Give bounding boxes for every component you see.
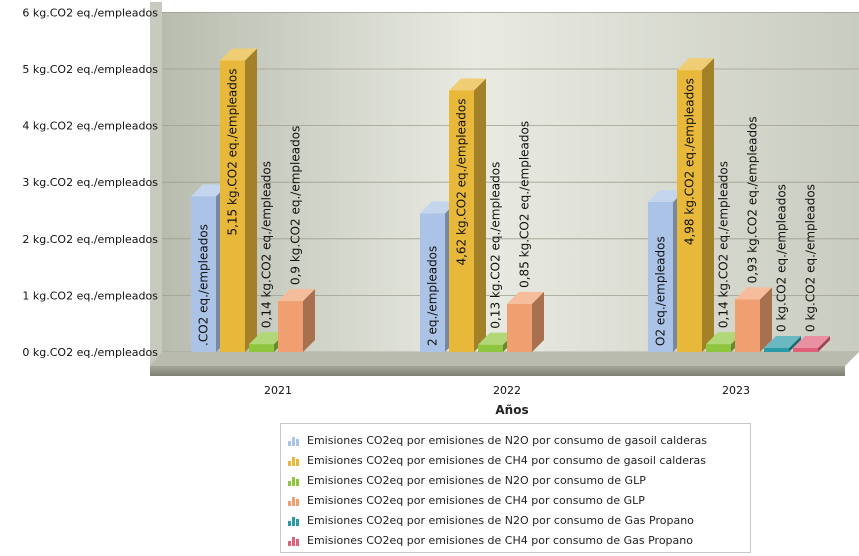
- legend-label: Emisiones CO2eq por emisiones de CH4 por…: [307, 453, 706, 467]
- bar: [793, 336, 830, 352]
- data-label: O2 eq./empleados: [654, 236, 668, 346]
- bar-top: [764, 336, 801, 348]
- bar-front: [764, 348, 789, 352]
- bar-top: [735, 287, 772, 300]
- data-label: 0,13 kg.CO2 eq./empleados: [489, 162, 503, 329]
- bar-front: [191, 196, 216, 352]
- bar-top: [220, 48, 257, 61]
- bar-top: [249, 332, 286, 345]
- legend-swatch-icon: [287, 494, 301, 506]
- legend-swatch-icon: [287, 534, 301, 546]
- bar-top: [706, 332, 743, 345]
- y-tick-label: 0 kg.CO2 eq./empleados: [22, 346, 158, 359]
- bar: [220, 48, 257, 352]
- bar-top: [449, 78, 486, 91]
- x-axis-title: Años: [495, 403, 528, 417]
- legend-item: Emisiones CO2eq por emisiones de N2O por…: [287, 470, 750, 490]
- legend-label: Emisiones CO2eq por emisiones de N2O por…: [307, 513, 694, 527]
- bar-side: [789, 336, 801, 352]
- legend-swatch-icon: [287, 474, 301, 486]
- bar-front: [648, 202, 673, 352]
- x-tick-label: 2022: [493, 384, 521, 397]
- y-tick-label: 5 kg.CO2 eq./empleados: [22, 63, 158, 76]
- legend-item: Emisiones CO2eq por emisiones de N2O por…: [287, 510, 750, 530]
- y-tick-label: 6 kg.CO2 eq./empleados: [22, 6, 158, 19]
- data-labels: .CO2 eq./empleados 2 eq./empleados O2 eq./…: [197, 69, 818, 346]
- legend-label: Emisiones CO2eq por emisiones de CH4 por…: [307, 493, 645, 507]
- side-wall: [150, 2, 162, 368]
- legend-item: Emisiones CO2eq por emisiones de CH4 por…: [287, 490, 750, 510]
- legend-item: Emisiones CO2eq por emisiones de CH4 por…: [287, 450, 750, 470]
- data-label: 4,98 kg.CO2 eq./empleados: [683, 78, 697, 245]
- data-label: 0,9 kg.CO2 eq./empleados: [289, 126, 303, 285]
- legend-label: Emisiones CO2eq por emisiones de CH4 por…: [307, 533, 693, 547]
- bar-top: [478, 332, 515, 345]
- x-axis: 2021 2022 2023: [264, 384, 750, 397]
- bar-side: [245, 48, 257, 352]
- legend-label: Emisiones CO2eq por emisiones de N2O por…: [307, 473, 646, 487]
- bars: [191, 48, 830, 353]
- chart-floor: [150, 352, 859, 376]
- bar-side: [532, 291, 544, 352]
- y-tick-label: 4 kg.CO2 eq./empleados: [22, 120, 158, 133]
- bar-top: [648, 190, 685, 203]
- legend: Emisiones CO2eq por emisiones de N2O por…: [280, 423, 751, 553]
- bar-front: [706, 344, 731, 352]
- data-label: 0,93 kg.CO2 eq./empleados: [746, 116, 760, 283]
- bar-top: [278, 289, 315, 302]
- bar: [764, 336, 801, 352]
- bar-front: [220, 60, 245, 352]
- bar-top: [677, 58, 714, 71]
- x-tick-label: 2021: [264, 384, 292, 397]
- bar-side: [760, 287, 772, 352]
- bar-top: [793, 336, 830, 348]
- floor-top: [150, 352, 859, 366]
- bar-side: [702, 58, 714, 353]
- y-tick-label: 3 kg.CO2 eq./empleados: [22, 176, 158, 189]
- bar-side: [818, 336, 830, 352]
- legend-item: Emisiones CO2eq por emisiones de CH4 por…: [287, 530, 750, 550]
- data-label: 4,62 kg.CO2 eq./empleados: [455, 99, 469, 266]
- bar-front: [249, 344, 274, 352]
- data-label: 0 kg.CO2 eq./empleados: [804, 184, 818, 332]
- bar-front: [278, 301, 303, 352]
- data-label: 0,14 kg.CO2 eq./empleados: [717, 161, 731, 328]
- bar: [735, 287, 772, 352]
- bar-top: [191, 184, 228, 197]
- data-label: 0,14 kg.CO2 eq./empleados: [260, 161, 274, 328]
- data-label: 0,85 kg.CO2 eq./empleados: [518, 121, 532, 288]
- y-tick-label: 1 kg.CO2 eq./empleados: [22, 289, 158, 302]
- bar-front: [478, 344, 503, 352]
- data-label: 5,15 kg.CO2 eq./empleados: [226, 69, 240, 236]
- data-label: 2 eq./empleados: [426, 246, 440, 346]
- x-tick-label: 2023: [722, 384, 750, 397]
- data-label: 0 kg.CO2 eq./empleados: [775, 184, 789, 332]
- bar-front: [677, 70, 702, 353]
- bar-front: [507, 303, 532, 352]
- legend-swatch-icon: [287, 514, 301, 526]
- data-label: .CO2 eq./empleados: [197, 224, 211, 346]
- legend-label: Emisiones CO2eq por emisiones de N2O por…: [307, 433, 707, 447]
- bar-front: [793, 348, 818, 352]
- floor-front: [150, 366, 845, 376]
- bar-top: [507, 291, 544, 304]
- bar: [449, 78, 486, 353]
- bar: [677, 58, 714, 353]
- bar-top: [420, 201, 457, 214]
- bar-side: [303, 289, 315, 352]
- y-tick-label: 2 kg.CO2 eq./empleados: [22, 233, 158, 246]
- bar: [278, 289, 315, 352]
- y-axis: 0 kg.CO2 eq./empleados 1 kg.CO2 eq./emple…: [22, 6, 158, 359]
- bar-side: [474, 78, 486, 353]
- bar: [507, 291, 544, 352]
- legend-item: Emisiones CO2eq por emisiones de N2O por…: [287, 430, 750, 450]
- bar-front: [449, 90, 474, 353]
- bar-front: [735, 299, 760, 352]
- legend-swatch-icon: [287, 434, 301, 446]
- legend-swatch-icon: [287, 454, 301, 466]
- bar-front: [420, 213, 445, 352]
